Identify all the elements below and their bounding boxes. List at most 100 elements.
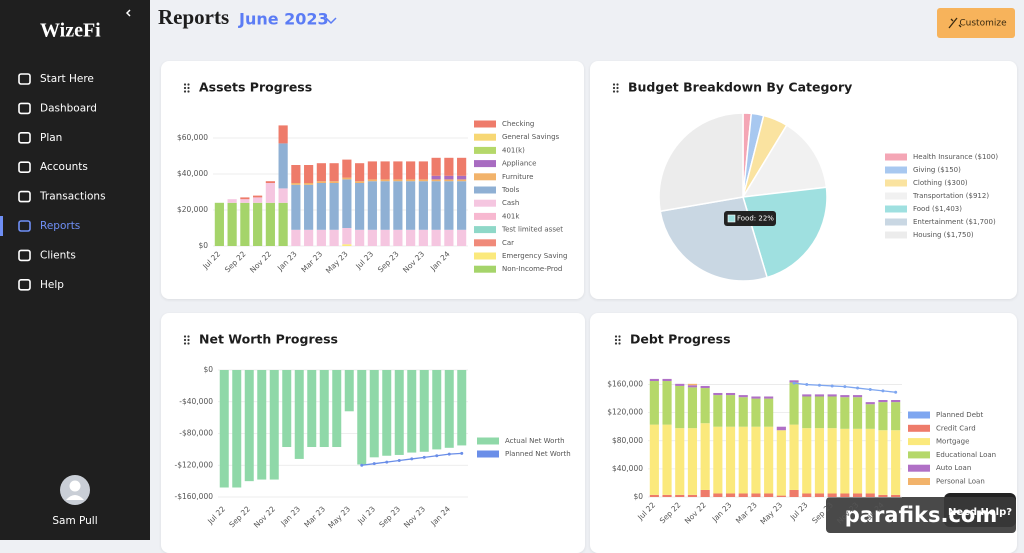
drag-handle[interactable] xyxy=(618,342,621,345)
nav-item[interactable]: Clients xyxy=(40,249,76,261)
y-tick-label: $20,000 xyxy=(177,205,208,214)
drag-handle[interactable] xyxy=(187,83,190,86)
legend-label: Non-Income-Prod xyxy=(502,265,562,273)
drag-handle[interactable] xyxy=(614,342,618,345)
drag-handle[interactable] xyxy=(183,90,187,93)
line-point xyxy=(372,462,376,466)
legend-swatch xyxy=(885,166,907,174)
page-title: Reports xyxy=(158,5,229,29)
bar xyxy=(738,493,748,497)
x-tick-label: Sep 22 xyxy=(658,500,683,525)
bar xyxy=(840,493,850,497)
nav-item[interactable]: Reports xyxy=(40,220,80,232)
drag-handle[interactable] xyxy=(183,83,187,86)
line-point xyxy=(856,386,860,390)
customize-label[interactable]: Customize xyxy=(959,19,1007,29)
legend-label: Food ($1,403) xyxy=(913,205,962,213)
watermark-box xyxy=(826,497,1016,533)
y-tick-label: -$160,000 xyxy=(175,492,214,501)
nav-item[interactable]: Transactions xyxy=(39,191,106,203)
bar xyxy=(725,493,736,497)
drag-handle[interactable] xyxy=(616,90,619,93)
drag-handle[interactable] xyxy=(616,86,619,90)
drag-handle[interactable] xyxy=(612,86,616,90)
line-point xyxy=(792,381,796,385)
bar xyxy=(291,183,301,185)
bar xyxy=(878,400,888,403)
tooltip xyxy=(724,211,776,226)
nav-item[interactable]: Dashboard xyxy=(40,102,97,114)
bar xyxy=(304,165,314,183)
drag-handle[interactable] xyxy=(187,90,190,93)
x-tick-label: Jul 23 xyxy=(355,504,377,526)
bar xyxy=(329,181,339,183)
y-tick-label: $60,000 xyxy=(177,133,208,142)
legend-swatch xyxy=(477,437,499,445)
drag-handle[interactable] xyxy=(187,342,190,345)
bar xyxy=(878,402,888,431)
line-point xyxy=(397,459,401,463)
bar xyxy=(291,165,301,183)
bar xyxy=(852,428,863,494)
bar xyxy=(852,395,863,398)
bar xyxy=(278,143,288,189)
drag-handle[interactable] xyxy=(187,338,190,342)
nav-item[interactable]: Accounts xyxy=(40,161,88,173)
bar xyxy=(675,428,685,495)
x-tick-label: Jul 23 xyxy=(788,500,810,522)
bar xyxy=(700,385,710,389)
line-point xyxy=(360,463,364,467)
drag-handle[interactable] xyxy=(618,338,621,342)
legend-swatch xyxy=(885,153,907,161)
bar xyxy=(406,179,416,182)
nav-item[interactable]: Start Here xyxy=(40,73,94,85)
legend-label: Cash xyxy=(502,199,519,207)
customize-button[interactable] xyxy=(937,8,1015,38)
legend-label: Transportation ($912) xyxy=(912,192,989,200)
pie-slice xyxy=(658,112,744,213)
drag-handle[interactable] xyxy=(614,335,618,338)
legend-swatch xyxy=(474,146,496,154)
drag-handle[interactable] xyxy=(183,338,187,342)
bar xyxy=(878,494,888,497)
nav-item[interactable]: Plan xyxy=(40,132,62,144)
drag-handle[interactable] xyxy=(183,342,187,345)
bar xyxy=(342,228,352,245)
drag-handle[interactable] xyxy=(183,86,187,90)
drag-handle[interactable] xyxy=(183,335,187,338)
bar xyxy=(802,493,812,497)
nav-item[interactable]: Help xyxy=(40,279,64,291)
y-tick-label: $40,000 xyxy=(177,169,208,178)
legend-swatch xyxy=(474,173,496,181)
drag-handle[interactable] xyxy=(612,83,616,86)
collapse-icon[interactable] xyxy=(125,9,131,17)
drag-handle[interactable] xyxy=(614,338,618,342)
period-chevron[interactable] xyxy=(325,17,337,25)
legend-swatch xyxy=(908,411,930,419)
drag-handle[interactable] xyxy=(187,335,190,338)
drag-handle[interactable] xyxy=(612,90,616,93)
legend-swatch xyxy=(908,478,930,485)
help-label[interactable]: Need Help? xyxy=(948,507,1012,518)
bar xyxy=(407,370,417,453)
bar xyxy=(419,370,429,452)
x-tick-label: May 23 xyxy=(758,500,784,526)
legend-label: Giving ($150) xyxy=(913,166,961,174)
bar xyxy=(789,380,799,383)
bar xyxy=(367,179,377,182)
bar xyxy=(278,188,288,203)
bar xyxy=(700,423,710,490)
bar xyxy=(332,370,342,448)
period[interactable]: June 2023 xyxy=(238,10,329,29)
legend-swatch xyxy=(474,265,496,273)
bar xyxy=(649,381,659,425)
bar xyxy=(662,381,672,425)
bar xyxy=(304,184,314,230)
bar xyxy=(789,489,799,497)
drag-handle[interactable] xyxy=(618,335,621,338)
drag-handle[interactable] xyxy=(187,86,190,90)
bar xyxy=(418,161,428,180)
drag-handle[interactable] xyxy=(616,83,619,86)
avatar-head xyxy=(69,480,81,492)
bar xyxy=(713,426,723,494)
